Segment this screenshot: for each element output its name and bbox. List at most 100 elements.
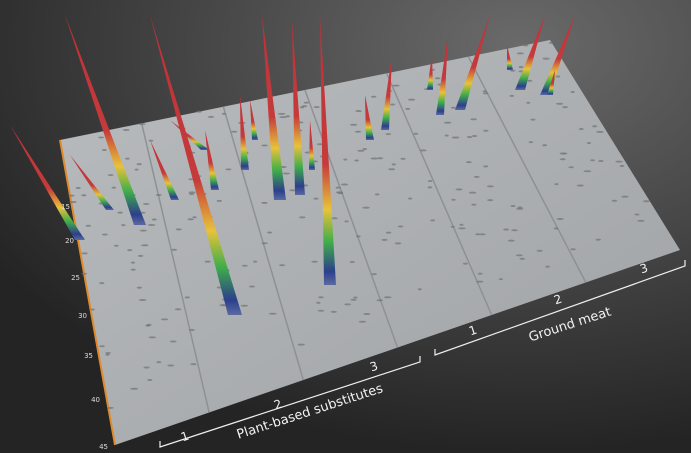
spot xyxy=(304,102,309,104)
spot xyxy=(511,229,518,231)
spot xyxy=(241,305,248,307)
spot xyxy=(220,304,225,306)
spot xyxy=(376,299,383,301)
tick-label: 20 xyxy=(65,237,74,245)
spot xyxy=(117,212,123,214)
spot xyxy=(175,308,182,310)
spot xyxy=(102,149,107,151)
spot xyxy=(471,204,476,206)
spot xyxy=(279,264,285,266)
spot xyxy=(189,193,195,195)
spot xyxy=(355,131,361,133)
spot xyxy=(125,158,130,160)
spot xyxy=(86,225,91,227)
spot xyxy=(161,318,168,320)
spot xyxy=(519,258,525,260)
spot xyxy=(283,172,290,174)
spot xyxy=(337,192,343,194)
spot xyxy=(583,170,591,172)
spot xyxy=(123,129,130,131)
tick-label: 45 xyxy=(99,443,108,451)
spot xyxy=(313,106,319,108)
spot xyxy=(108,174,114,176)
spot xyxy=(451,199,455,201)
spot xyxy=(149,140,154,142)
spot xyxy=(299,216,306,218)
spot xyxy=(470,118,477,120)
spot xyxy=(189,329,195,331)
spot xyxy=(451,226,455,228)
spot xyxy=(278,113,286,115)
spot xyxy=(467,136,472,138)
spot xyxy=(390,103,395,105)
spot xyxy=(112,187,117,189)
spot xyxy=(590,159,595,161)
spot xyxy=(384,296,392,298)
spot xyxy=(577,185,584,187)
spot xyxy=(556,103,564,105)
spot xyxy=(418,288,422,290)
spot xyxy=(139,299,147,301)
spot xyxy=(137,287,142,289)
spot xyxy=(98,136,104,138)
spot xyxy=(508,240,515,242)
spot xyxy=(143,366,149,368)
spot xyxy=(135,169,139,171)
spot xyxy=(545,266,549,268)
spot xyxy=(141,244,149,246)
spot xyxy=(356,235,361,237)
spot xyxy=(152,218,157,220)
spot xyxy=(208,116,214,118)
tick-label: 30 xyxy=(78,312,87,320)
spot xyxy=(127,249,133,251)
spot xyxy=(451,107,456,109)
spot xyxy=(430,219,435,221)
spot xyxy=(225,168,231,170)
spot xyxy=(466,161,472,163)
spot xyxy=(483,165,488,167)
spot xyxy=(549,42,553,44)
spot xyxy=(463,263,468,265)
spot xyxy=(579,128,584,130)
spot xyxy=(90,309,94,311)
spot xyxy=(408,99,415,101)
spot xyxy=(483,92,488,94)
spot xyxy=(156,194,162,196)
spot xyxy=(279,116,287,118)
spot xyxy=(344,303,351,305)
spot xyxy=(137,163,142,165)
spot xyxy=(81,273,87,275)
spot xyxy=(516,254,523,256)
spot xyxy=(170,340,177,342)
spot xyxy=(503,228,509,230)
spot xyxy=(444,122,452,124)
spot xyxy=(69,201,77,203)
spot xyxy=(217,200,222,202)
spot xyxy=(523,44,528,46)
spot xyxy=(99,282,104,284)
spot xyxy=(130,388,138,390)
spot xyxy=(99,345,105,347)
spot xyxy=(487,199,493,201)
spot xyxy=(148,224,156,226)
spot xyxy=(76,187,81,189)
spot xyxy=(222,113,226,115)
spot xyxy=(526,102,530,104)
spot xyxy=(357,150,364,152)
spot xyxy=(554,183,558,185)
spot xyxy=(371,273,377,275)
spot xyxy=(300,106,304,108)
spot xyxy=(571,91,575,93)
spot xyxy=(371,157,378,159)
tick-label: 15 xyxy=(61,203,70,211)
spot xyxy=(479,233,486,235)
spot xyxy=(261,144,268,146)
spot xyxy=(395,242,402,244)
spot xyxy=(459,224,463,226)
tick-label: 25 xyxy=(71,274,80,282)
spot xyxy=(353,297,357,299)
spot xyxy=(318,310,325,312)
spot xyxy=(620,165,625,167)
spot xyxy=(68,195,74,197)
spot xyxy=(392,85,400,87)
